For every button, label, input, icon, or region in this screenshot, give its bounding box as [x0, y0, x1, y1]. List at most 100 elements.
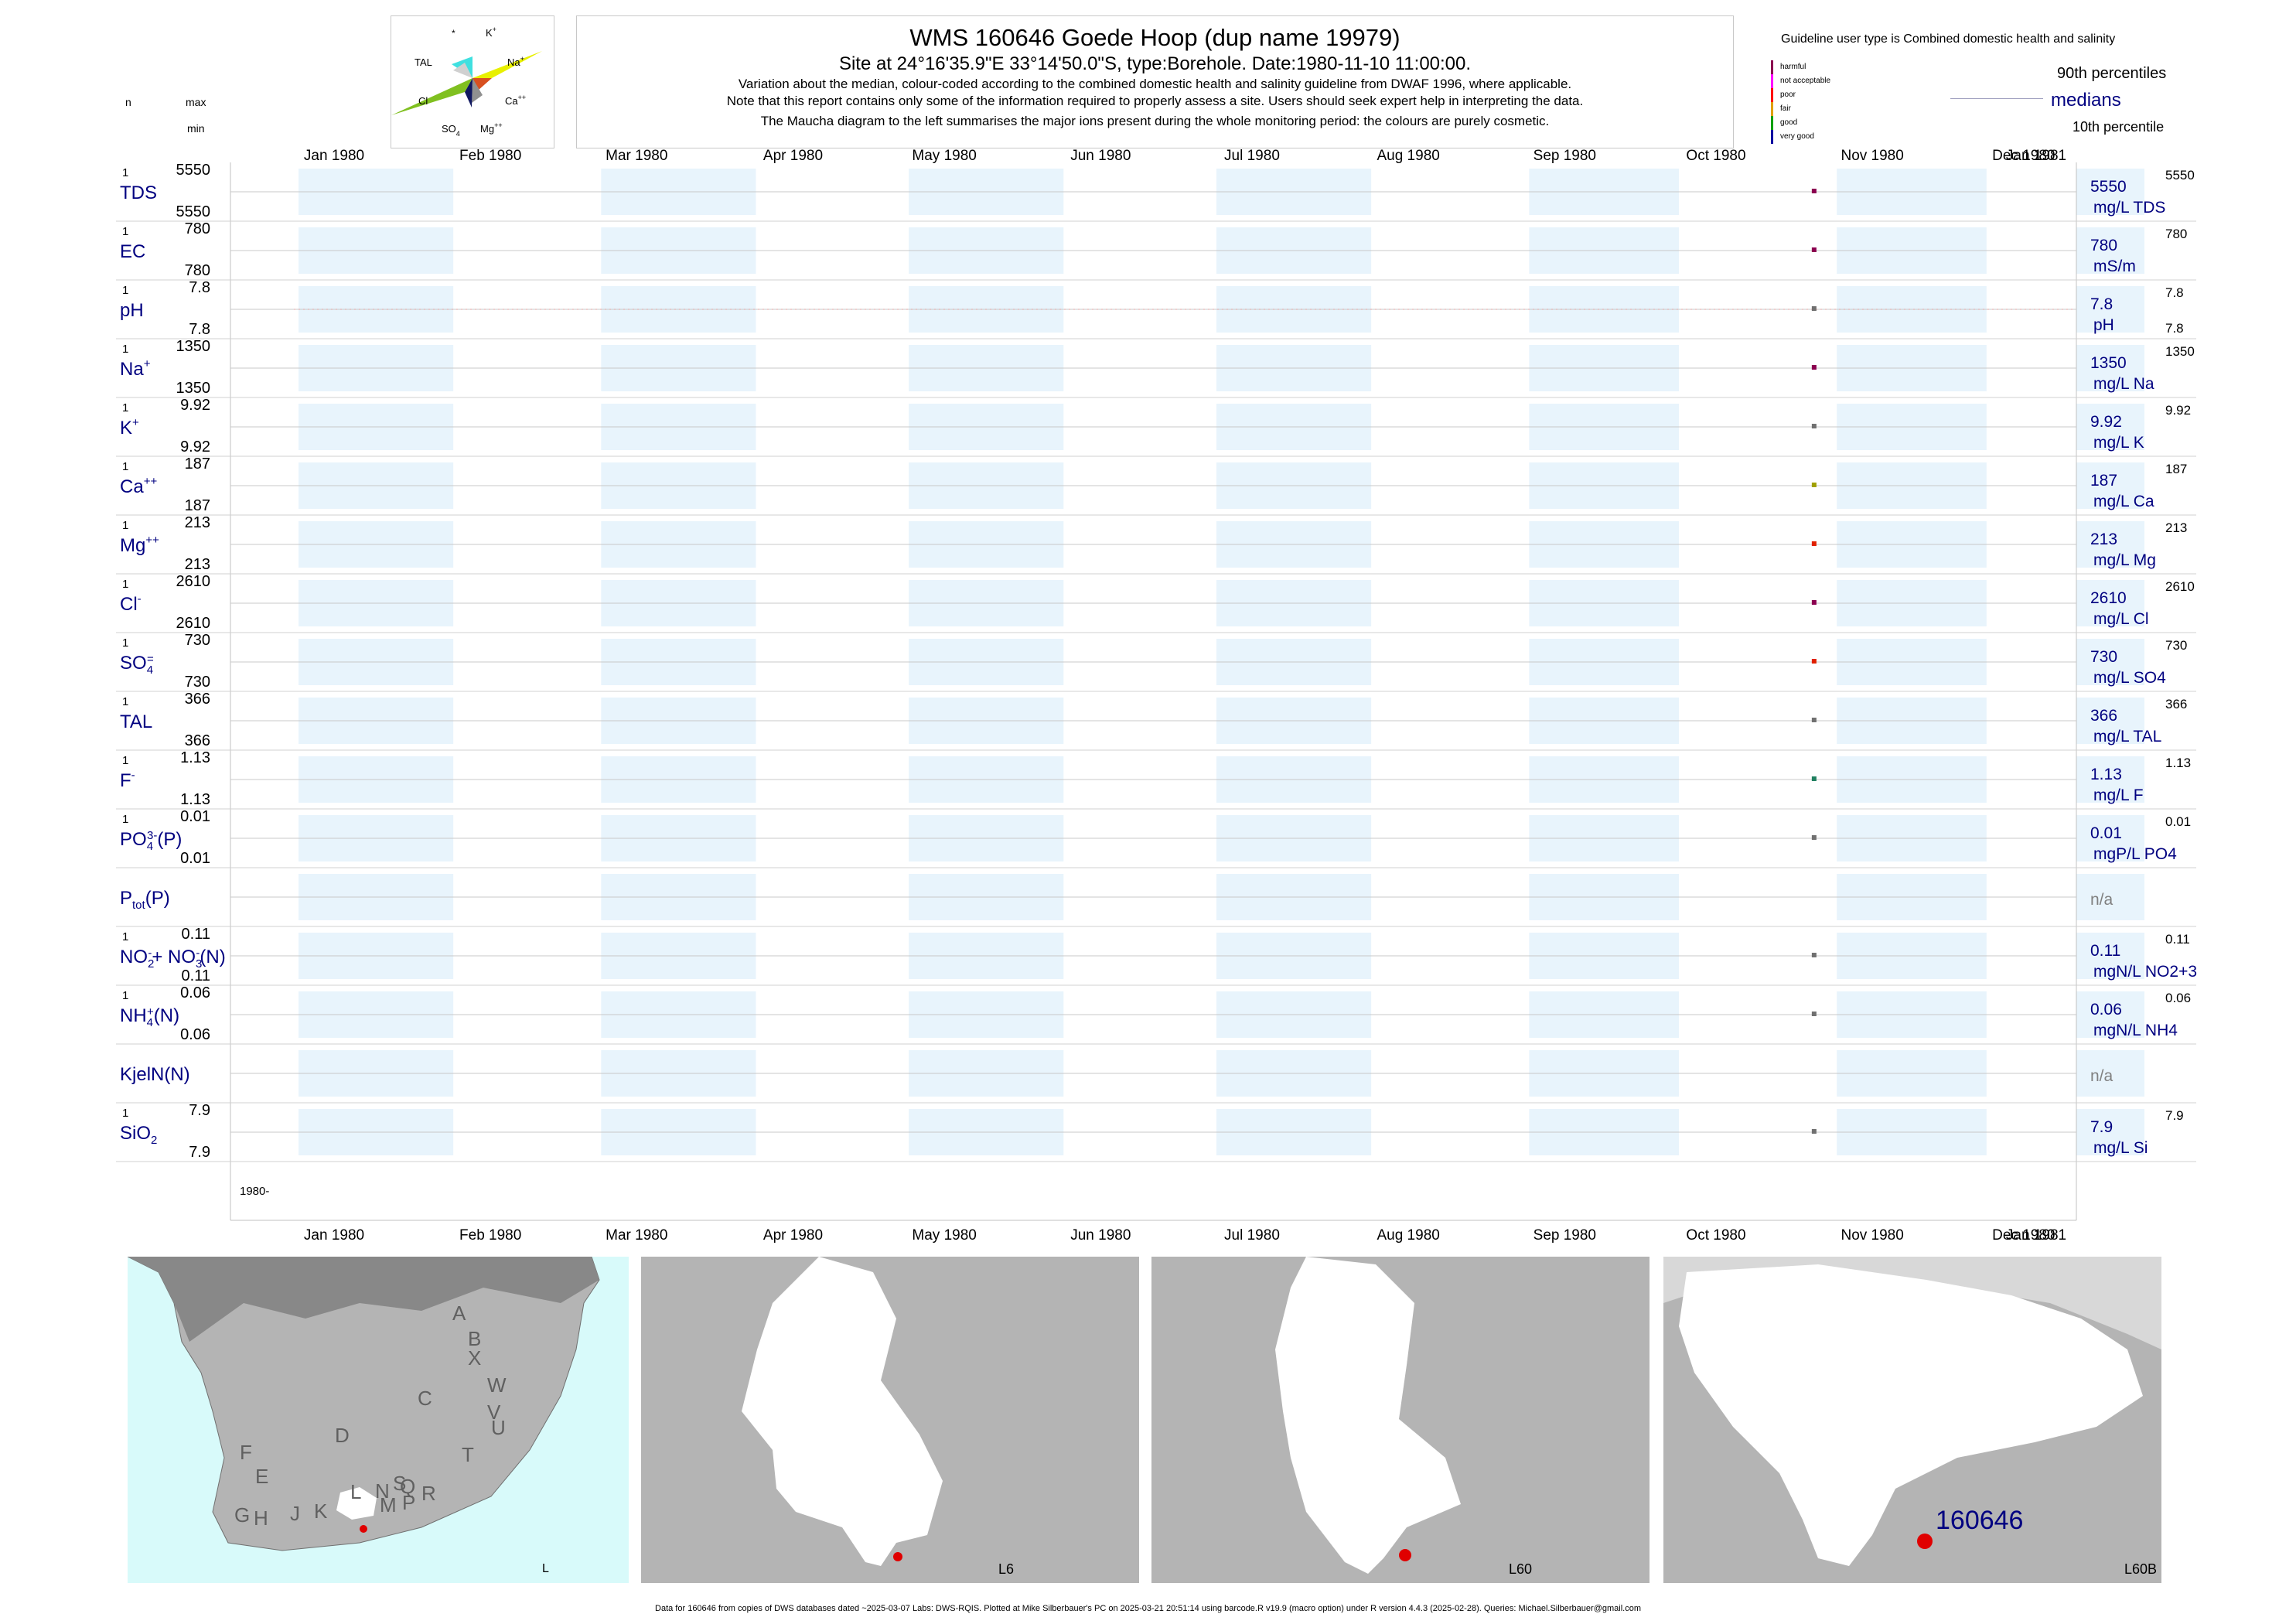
- row-unit-label: mg/L TDS: [2093, 199, 2165, 217]
- region-letter: P: [402, 1491, 415, 1514]
- row-n-count: 1: [122, 989, 128, 1002]
- legend-color-5: [1771, 130, 1773, 144]
- row-min-value: 1.13: [180, 791, 210, 808]
- region-letter: S: [393, 1472, 406, 1495]
- row-median-value: 7.9: [2090, 1118, 2113, 1136]
- row-p90-value: 0.06: [2165, 991, 2191, 1005]
- row-parameter-name: Cl-: [120, 592, 142, 615]
- maucha-segment-na: [473, 51, 542, 78]
- row-p90-value: 213: [2165, 520, 2187, 535]
- region-letter: D: [335, 1424, 350, 1447]
- map-l60b-site-label: 160646: [1936, 1506, 2023, 1535]
- legend-class-label: good: [1780, 118, 1798, 127]
- row-max-value: 5550: [176, 162, 211, 179]
- row-median-value: 0.11: [2090, 942, 2120, 960]
- region-letter: C: [418, 1387, 432, 1410]
- row-unit-label: mgN/L NO2+3: [2093, 963, 2197, 981]
- month-tick-label-bottom: Feb 1980: [459, 1227, 521, 1244]
- row-parameter-name: Ptot(P): [120, 888, 170, 912]
- row-min-value: 0.06: [180, 1026, 210, 1043]
- region-letter: V: [487, 1401, 501, 1424]
- parameter-row: 1 1350 1350 Na+ 1350 mg/L Na 1350: [116, 338, 2196, 398]
- row-parameter-name: NO2-+ NO3-(N): [120, 947, 226, 971]
- month-tick-label-bottom: Sep 1980: [1534, 1227, 1596, 1244]
- row-unit-label: mgN/L NH4: [2093, 1022, 2178, 1039]
- map-l60b-catchment: [1679, 1264, 2143, 1566]
- parameter-row: KjelN(N) n/a: [116, 1064, 2196, 1104]
- month-tick-label-top: Nov 1980: [1841, 148, 1903, 164]
- month-tick-label-bottom: Nov 1980: [1841, 1227, 1903, 1244]
- month-band: [2076, 227, 2144, 274]
- row-min-value: 0.11: [182, 967, 210, 984]
- row-min-value: 780: [185, 262, 210, 279]
- row-n-count: 1: [122, 284, 128, 297]
- row-n-count: 1: [122, 813, 128, 826]
- region-letter: N: [375, 1479, 390, 1503]
- month-band: [2076, 698, 2144, 744]
- row-min-value: 366: [185, 732, 210, 749]
- row-n-count: 1: [122, 519, 128, 532]
- col-header-max: max: [186, 96, 206, 108]
- maucha-svg: * K+ TAL Na+ Cl Ca++ SO4 Mg++: [391, 26, 542, 138]
- row-median-value: 2610: [2090, 589, 2127, 607]
- row-parameter-name: TDS: [120, 183, 157, 203]
- row-max-value: 730: [185, 632, 210, 649]
- row-unit-label: mg/L Mg: [2093, 551, 2156, 569]
- barcode-chart: Jan 1980 Jan 1980 Feb 1980 Feb 1980 Mar 1980…: [116, 148, 2197, 1244]
- region-letter: E: [255, 1465, 268, 1488]
- row-n-count: 1: [122, 401, 128, 415]
- month-tick-label-bottom: Jun 1980: [1070, 1227, 1131, 1244]
- row-parameter-name: TAL: [120, 711, 152, 732]
- row-unit-label: pH: [2093, 316, 2114, 334]
- row-max-value: 1350: [176, 338, 211, 355]
- row-median-value: 0.01: [2090, 824, 2122, 842]
- sample-point: [1811, 835, 1817, 840]
- month-band: [2076, 521, 2144, 568]
- row-median-value: 7.8: [2090, 295, 2113, 313]
- sample-point: [1811, 718, 1817, 722]
- map-l-neighbours: [128, 1257, 599, 1342]
- row-unit-label: mg/L K: [2093, 434, 2144, 452]
- maucha-segment-mg: [472, 78, 483, 103]
- maucha-diagram: * K+ TAL Na+ Cl Ca++ SO4 Mg++: [391, 15, 554, 148]
- map-l60b-label: L60B: [2124, 1561, 2157, 1577]
- row-p90-value: 5550: [2165, 168, 2195, 183]
- row-parameter-name: PO43-(P): [120, 829, 182, 853]
- row-unit-label: mg/L Na: [2093, 375, 2154, 393]
- row-n-count: 1: [122, 225, 128, 238]
- row-max-value: 366: [185, 691, 210, 708]
- row-n-count: 1: [122, 754, 128, 767]
- region-letter: Q: [400, 1475, 415, 1498]
- month-band: [2076, 756, 2144, 803]
- row-p90-value: 187: [2165, 462, 2187, 476]
- region-letter: R: [421, 1482, 436, 1505]
- parameter-row: 1 7.9 7.9 SiO2 7.9 mg/L Si 7.9: [116, 1102, 2196, 1162]
- maucha-label-cl: Cl: [418, 95, 428, 107]
- maucha-label-mg: Mg++: [480, 121, 503, 135]
- row-p90-value: 730: [2165, 638, 2187, 653]
- maucha-label-star: *: [452, 28, 455, 39]
- sample-point: [1811, 365, 1817, 370]
- row-p90-value: 7.8: [2165, 285, 2184, 300]
- map-l6-label: L6: [998, 1561, 1014, 1577]
- map-l6: L6: [641, 1257, 1139, 1583]
- sample-point: [1811, 600, 1817, 605]
- region-letter: U: [491, 1416, 506, 1439]
- month-tick-label-top: Jan 1980: [304, 148, 364, 164]
- row-p10-value: 7.8: [2165, 321, 2184, 336]
- row-n-count: 1: [122, 460, 128, 473]
- region-letter: T: [462, 1443, 474, 1466]
- row-max-value: 0.11: [182, 926, 210, 943]
- legend-color-3: [1771, 102, 1773, 116]
- sample-point: [1811, 953, 1817, 957]
- legend-medians: medians: [2051, 90, 2121, 111]
- legend-median-line: [1950, 98, 2043, 99]
- month-tick-label-top: Mar 1980: [606, 148, 667, 164]
- month-tick-label-bottom: Jul 1980: [1224, 1227, 1280, 1244]
- row-max-value: 187: [185, 455, 210, 473]
- row-max-value: 213: [185, 514, 210, 531]
- sample-point: [1811, 424, 1817, 428]
- parameter-row: Ptot(P) n/a: [116, 888, 2196, 927]
